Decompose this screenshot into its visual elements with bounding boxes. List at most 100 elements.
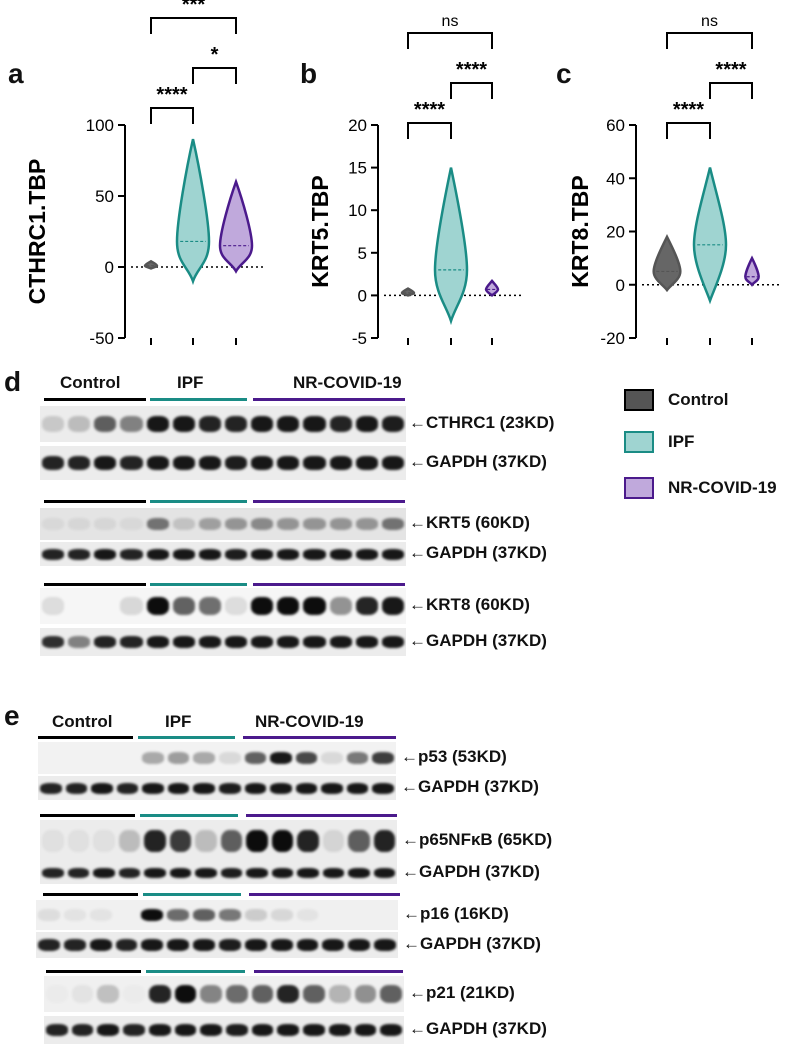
blot-band: [38, 939, 60, 951]
blot-strip: [36, 932, 398, 958]
blot-band: [277, 985, 300, 1003]
blot-band: [277, 548, 300, 560]
blot-band: [251, 1024, 274, 1036]
blot-band: [68, 636, 91, 648]
blot-band: [93, 830, 115, 852]
blot-band: [355, 548, 378, 560]
blot-band: [68, 548, 91, 560]
blot-band: [94, 456, 117, 470]
blot-band: [346, 782, 369, 794]
blot-band: [251, 456, 274, 470]
blot-band: [141, 939, 164, 951]
blot-band: [225, 597, 248, 615]
blot-band: [225, 456, 248, 470]
blot-band: [42, 636, 65, 648]
y-tick-label: 10: [348, 201, 367, 220]
blot-band: [244, 752, 267, 764]
blot-band: [118, 830, 140, 852]
blot-band: [225, 636, 248, 648]
blot-band: [270, 752, 292, 764]
significance-bracket: [407, 32, 493, 49]
blot-band: [167, 752, 190, 764]
blot-band: [198, 416, 221, 432]
blot-band: [270, 939, 293, 951]
blot-band: [244, 939, 267, 951]
blot-band: [271, 830, 293, 852]
y-tick-label: 5: [358, 244, 367, 263]
legend-label-control: Control: [668, 390, 729, 409]
blot-band: [303, 597, 326, 615]
blot-band: [169, 830, 191, 852]
blot-band: [303, 416, 326, 432]
significance-bracket: [407, 122, 452, 139]
blot-band: [198, 456, 221, 470]
blot-group-label: IPF: [165, 712, 192, 731]
y-tick-label: 50: [95, 187, 114, 206]
blot-band: [115, 939, 138, 951]
y-axis-label: CTHRC1.TBP: [24, 159, 50, 305]
blot-band: [277, 1024, 300, 1036]
blot-band: [329, 597, 352, 615]
blot-band: [295, 782, 318, 794]
blot-band: [373, 868, 395, 878]
blot-band: [277, 518, 300, 530]
blot-band: [63, 909, 86, 921]
blot-band: [381, 597, 404, 615]
blot-band: [219, 752, 241, 764]
blot-group-line: [150, 398, 247, 401]
blot-band-label: ←GAPDH (37KD): [409, 1019, 547, 1038]
blot-band: [348, 868, 370, 878]
blot-band-label: ←GAPDH (37KD): [409, 543, 547, 562]
blot-strip: [44, 976, 404, 1012]
blot-band: [67, 868, 89, 878]
blot-strip: [38, 776, 396, 800]
blot-band: [193, 782, 215, 794]
blot-band: [303, 456, 326, 470]
blot-group-line: [140, 814, 238, 817]
blot-band: [116, 782, 139, 794]
blot-band: [251, 985, 274, 1003]
blot-group-line: [246, 814, 397, 817]
blot-band: [167, 939, 190, 951]
blot-group-line: [43, 893, 138, 896]
blot-band: [195, 868, 217, 878]
blot-strip: [40, 820, 397, 862]
blot-band: [322, 830, 344, 852]
blot-band: [226, 1024, 248, 1036]
blot-band: [172, 636, 195, 648]
blot-band: [277, 456, 300, 470]
blot-group-line: [38, 736, 133, 739]
significance-label: ns: [701, 13, 718, 30]
legend-swatch-control: [624, 389, 654, 411]
blot-group-line: [46, 970, 141, 973]
y-axis-label: KRT8.TBP: [567, 175, 593, 287]
blot-band: [295, 752, 318, 764]
panel-letter-e: e: [4, 700, 20, 731]
blot-band: [321, 782, 343, 794]
panel-letter-a: a: [8, 58, 24, 89]
significance-label: ****: [456, 59, 487, 81]
blot-band: [148, 1024, 171, 1036]
blot-band: [89, 909, 112, 921]
blot-band: [251, 518, 274, 530]
violin-nr-covid-19: [484, 278, 500, 298]
panel-letter-c: c: [556, 58, 572, 89]
blot-band: [118, 868, 140, 878]
blot-band: [251, 416, 274, 432]
y-tick-label: 0: [358, 286, 367, 305]
blot-band: [42, 597, 65, 615]
blot-band: [220, 830, 242, 852]
blot-band: [148, 985, 171, 1003]
blot-band: [372, 752, 394, 764]
blot-band: [68, 416, 91, 432]
blot-band: [380, 985, 402, 1003]
blot-band-label: ←KRT5 (60KD): [409, 513, 530, 532]
blot-group-label: NR-COVID-19: [255, 712, 364, 731]
blot-band-label: ←p65NFκB (65KD): [402, 830, 553, 849]
blot-group-line: [253, 398, 405, 401]
chart-3: 60 40 20 0 -20 KRT8.TBP **** ns ****: [567, 13, 782, 348]
blot-band: [303, 636, 326, 648]
blot-group-line: [249, 893, 400, 896]
blot-band: [277, 597, 300, 615]
